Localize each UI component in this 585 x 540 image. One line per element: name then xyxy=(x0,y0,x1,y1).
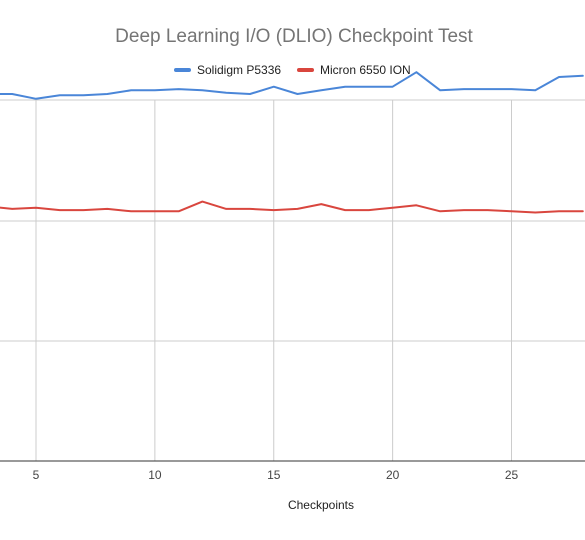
series-layer xyxy=(0,71,584,214)
x-tick-label: 20 xyxy=(386,468,400,482)
x-tick-label: 5 xyxy=(33,468,40,482)
legend: Solidigm P5336 Micron 6550 ION xyxy=(174,63,411,77)
x-tick-label: 15 xyxy=(267,468,281,482)
x-tick-label: 10 xyxy=(148,468,162,482)
x-axis-label: Checkpoints xyxy=(288,498,354,512)
legend-label-2: Micron 6550 ION xyxy=(320,63,411,77)
series-line-1 xyxy=(0,71,584,100)
series-line-2 xyxy=(0,200,584,214)
x-axis-ticks: 5 10 15 20 25 xyxy=(33,468,519,482)
x-tick-label: 25 xyxy=(505,468,519,482)
grid-layer xyxy=(0,99,585,462)
legend-label-1: Solidigm P5336 xyxy=(197,63,281,77)
chart-title: Deep Learning I/O (DLIO) Checkpoint Test xyxy=(115,26,473,47)
